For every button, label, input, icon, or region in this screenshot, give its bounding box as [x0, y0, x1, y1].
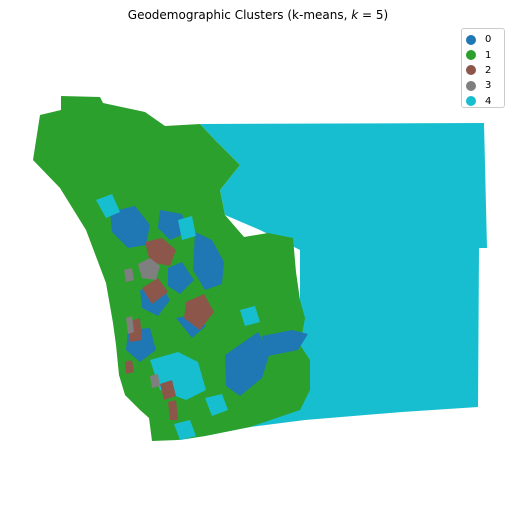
cluster-3-regions	[124, 258, 160, 388]
legend-item-2: 2	[466, 63, 504, 78]
legend-item-3: 3	[466, 78, 504, 93]
legend-label-3: 3	[485, 80, 492, 92]
legend-swatch-1	[466, 50, 476, 61]
legend-item-1: 1	[466, 47, 504, 62]
cluster-4-interior-regions	[96, 194, 260, 440]
legend-label-2: 2	[485, 64, 492, 76]
cluster-2-regions	[125, 238, 214, 420]
map-title: Geodemographic Clusters (k-means, k = 5)	[128, 8, 388, 22]
legend-label-1: 1	[485, 49, 492, 61]
legend-item-0: 0	[466, 32, 504, 47]
cluster-0-regions	[110, 206, 308, 396]
legend-swatch-0	[466, 34, 476, 45]
legend-swatch-3	[466, 80, 476, 91]
legend-item-4: 4	[466, 94, 504, 109]
legend-label-0: 0	[485, 34, 492, 46]
legend-swatch-2	[466, 65, 476, 76]
legend-label-4: 4	[485, 95, 492, 107]
legend: 0 1 2 3 4	[461, 28, 505, 108]
legend-swatch-4	[466, 96, 476, 107]
